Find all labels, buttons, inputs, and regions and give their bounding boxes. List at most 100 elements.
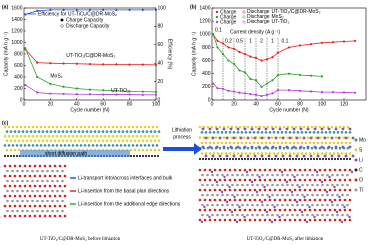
atom (286, 203, 289, 207)
atom (318, 146, 322, 150)
note: short diffusion path (45, 151, 87, 157)
atom (310, 125, 314, 129)
series-marker (221, 52, 225, 56)
atom (293, 218, 297, 222)
atom (346, 193, 349, 197)
series-marker (141, 93, 144, 96)
li-atom (236, 145, 240, 149)
atom (83, 134, 87, 138)
li-atom (270, 220, 274, 224)
atom (323, 168, 327, 172)
atom (129, 130, 133, 133)
element-label: O (359, 177, 363, 183)
li-atom (235, 220, 239, 224)
li-atom (315, 170, 319, 174)
atom (103, 134, 107, 138)
series-marker (243, 71, 247, 74)
atom (246, 125, 250, 129)
atom (47, 125, 51, 129)
li-atom (271, 145, 275, 149)
atom (260, 141, 264, 145)
carbon (153, 154, 157, 158)
x-tick-label: 80 (127, 101, 133, 107)
li-atom (338, 195, 341, 199)
atom (294, 125, 298, 129)
atom (336, 183, 339, 187)
atom (278, 125, 282, 129)
atom (331, 213, 334, 217)
atom (326, 203, 329, 207)
atom (341, 183, 344, 187)
atom (123, 125, 127, 129)
legend-series-name: MoS₂ (272, 14, 284, 20)
atom (283, 198, 287, 202)
atom (203, 178, 207, 182)
atom (241, 213, 244, 217)
atom (198, 218, 202, 222)
carbon (267, 157, 271, 161)
atom (306, 193, 309, 197)
atom (23, 134, 27, 138)
li-atom (274, 154, 278, 158)
atom (13, 214, 17, 218)
li-atom (285, 145, 289, 149)
atom (318, 125, 322, 129)
atom (11, 144, 15, 147)
atom (253, 208, 257, 212)
atom (11, 125, 15, 129)
atom (338, 168, 342, 172)
atom (308, 218, 312, 222)
series-marker (265, 58, 269, 61)
atom (33, 194, 37, 198)
plot-frame (211, 7, 367, 101)
atom (303, 178, 307, 182)
atom (73, 139, 77, 143)
atom (56, 189, 59, 193)
atom (8, 174, 12, 178)
carbon (330, 157, 334, 161)
atom (312, 141, 316, 145)
li-atom (250, 127, 254, 131)
li-atom (280, 170, 284, 174)
atom (26, 209, 29, 213)
atom (228, 188, 232, 192)
atom (200, 130, 204, 134)
atom (127, 134, 131, 138)
atom (206, 146, 210, 150)
atom (308, 198, 312, 202)
series-marker (331, 91, 335, 94)
series-marker (75, 93, 78, 96)
atom (216, 213, 219, 217)
atom (48, 204, 52, 208)
li-atom (253, 154, 257, 158)
li-atom (334, 145, 338, 149)
carbon (339, 157, 343, 161)
atom (251, 193, 254, 197)
atom (63, 134, 67, 138)
atom (223, 198, 227, 202)
x-tick-label: 0 (211, 101, 214, 107)
carbon (336, 157, 340, 161)
atom (231, 183, 234, 187)
atom (127, 125, 131, 129)
atom (101, 139, 105, 143)
series-marker (141, 63, 144, 66)
li-atom (325, 190, 329, 194)
atom (318, 218, 322, 222)
atom (318, 178, 322, 182)
carbon (261, 157, 265, 161)
li-atom (218, 154, 222, 158)
carbon (264, 157, 268, 161)
atom (308, 168, 312, 172)
atom (17, 139, 21, 143)
atom (39, 134, 43, 138)
x-tick-label: 40 (253, 101, 259, 107)
series-marker (128, 8, 131, 11)
atom (27, 125, 31, 129)
atom (348, 168, 352, 172)
atom (241, 193, 244, 197)
carbon (345, 157, 349, 161)
li-atom (341, 127, 345, 131)
li-atom (290, 190, 294, 194)
y-tick-label: 200 (14, 86, 23, 92)
